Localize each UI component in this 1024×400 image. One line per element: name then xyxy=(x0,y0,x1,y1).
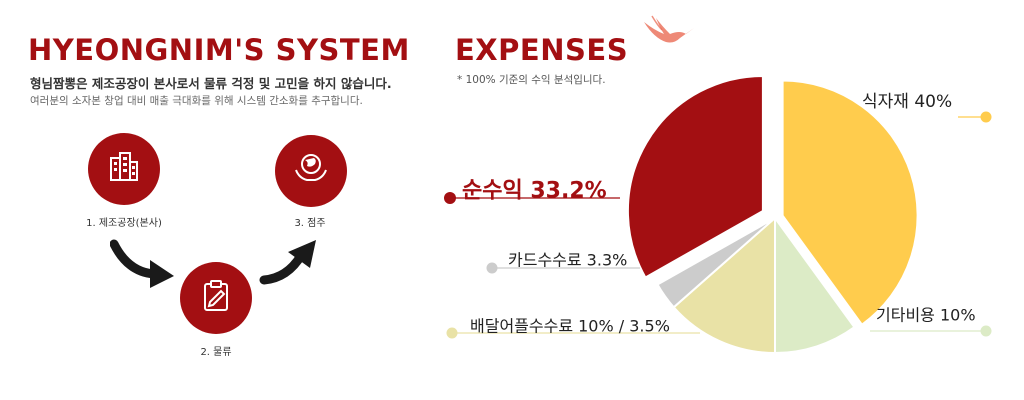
callout-dot xyxy=(486,262,498,274)
slice-label: 배달어플수수료 10% / 3.5% xyxy=(470,317,670,336)
system-desc-sub: 여러분의 소자본 창업 대비 매출 극대화를 위해 시스템 간소화를 추구합니다… xyxy=(30,95,363,107)
step-2-circle xyxy=(180,262,252,334)
step-1-circle xyxy=(88,133,160,205)
system-desc-main: 형님짬뽕은 제조공장이 본사로서 물류 걱정 및 고민을 하지 않습니다. xyxy=(30,76,392,91)
slice-label: 기타비용 10% xyxy=(876,306,976,325)
pie-slice xyxy=(781,79,919,327)
slice-label: 순수익 33.2% xyxy=(462,179,607,204)
step-3-label: 3. 점주 xyxy=(294,218,326,229)
step-3-circle xyxy=(275,135,347,207)
pie-slice xyxy=(626,74,764,279)
curved-arrow-icon xyxy=(110,239,174,288)
step-1-label: 1. 제조공장(본사) xyxy=(86,218,162,229)
callout-dot xyxy=(446,327,458,339)
system-title: HYEONGNIM'S SYSTEM xyxy=(28,33,410,67)
callout-dot xyxy=(444,192,456,204)
step-2-label: 2. 물류 xyxy=(200,347,232,358)
curved-arrow-icon xyxy=(259,240,316,285)
pie-slice xyxy=(774,214,856,355)
pie-slice xyxy=(672,215,776,355)
callout-dot xyxy=(980,111,992,123)
expenses-note: * 100% 기준의 수익 분석입니다. xyxy=(457,74,606,86)
factory-building-icon xyxy=(107,150,141,188)
clipboard-icon xyxy=(201,280,231,316)
slice-label: 식자재 40% xyxy=(862,92,952,112)
globe-hands-icon xyxy=(293,152,329,190)
expenses-title: EXPENSES xyxy=(455,33,629,67)
pie-slice xyxy=(656,217,776,309)
crane-bird-icon xyxy=(644,15,694,43)
slice-label: 카드수수료 3.3% xyxy=(508,251,627,270)
callout-dot xyxy=(980,325,992,337)
